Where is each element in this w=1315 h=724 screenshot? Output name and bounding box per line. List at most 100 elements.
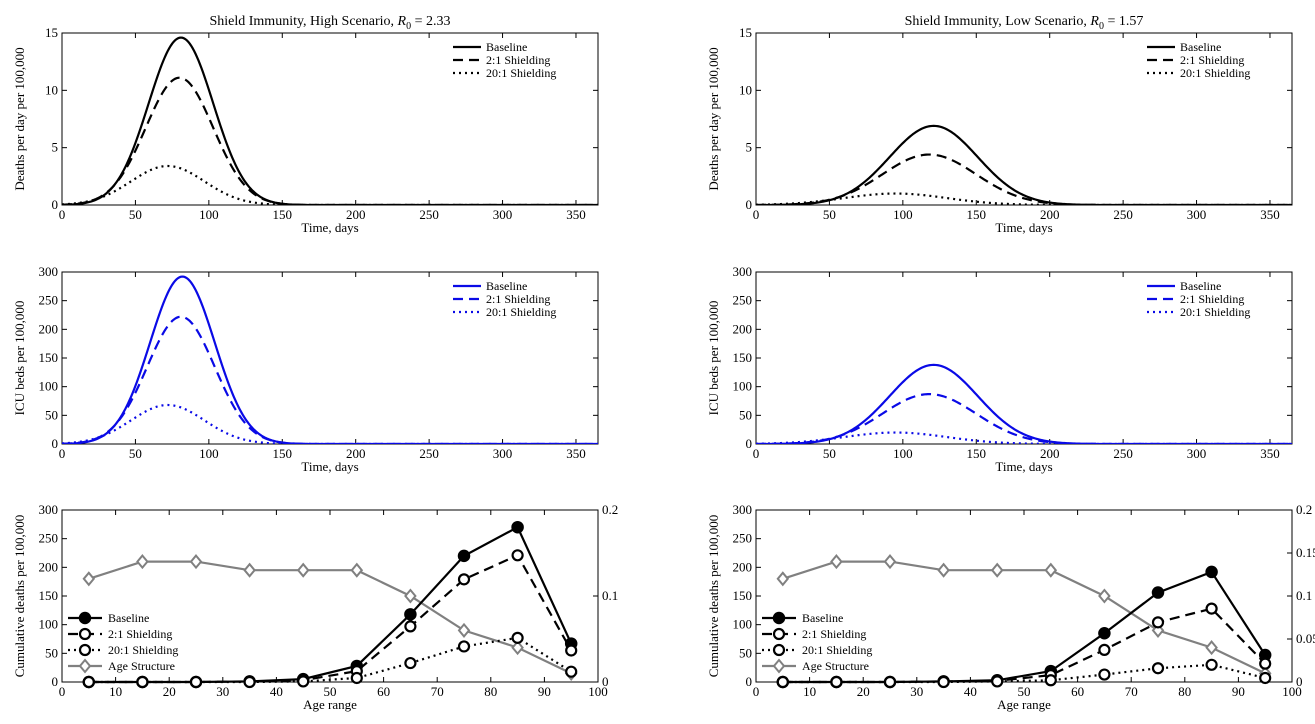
marker-open-circle (511, 631, 524, 644)
y-tick-label: 100 (733, 617, 753, 632)
marker-open-circle (937, 675, 950, 689)
marker-open-circle (243, 675, 256, 689)
y-tick-label: 250 (733, 531, 753, 546)
x-tick-label: 150 (967, 207, 987, 222)
title-text: Shield Immunity, High Scenario, (209, 14, 397, 29)
x-tick-label: 200 (1040, 446, 1060, 461)
y-axis-label: ICU beds per 100,000 (12, 301, 27, 416)
legend-label: 2:1 Shielding (1180, 53, 1244, 67)
legend-label: Baseline (108, 611, 149, 625)
legend-label: 2:1 Shielding (802, 627, 866, 641)
y-tick-label: 200 (39, 321, 59, 336)
high-icu-panel: 0 50 100 150 200 250 300 350 0 50 100 150 200 250 300 T… (12, 264, 599, 474)
series-line-2-1-shielding (756, 393, 1292, 444)
y-tick-label: 300 (733, 264, 753, 279)
marker-diamond (136, 554, 149, 570)
legend-label: Baseline (1180, 279, 1221, 293)
legend-label: 20:1 Shielding (1180, 305, 1250, 319)
marker-open-circle (772, 627, 786, 641)
y-tick-label: 150 (39, 588, 59, 603)
marker-diamond (1098, 588, 1111, 604)
y-tick-label: 100 (733, 379, 753, 394)
y-tick-label: 10 (45, 82, 58, 97)
x-tick-label: 20 (163, 684, 176, 699)
y-tick-label: 0 (52, 436, 59, 451)
y2-tick-label: 0 (602, 674, 609, 689)
y-tick-label: 50 (45, 407, 58, 422)
marker-open-circle (1044, 674, 1057, 687)
x-tick-label: 50 (1018, 684, 1031, 699)
series-line-age-structure (88, 560, 572, 675)
series-line-20-1-shielding (782, 663, 1266, 684)
r0-symbol: R (397, 14, 407, 29)
marker-open-circle (830, 675, 843, 689)
r0-subscript: 0 (406, 21, 411, 32)
marker-open-circle (1151, 662, 1165, 675)
y2-tick-label: 0.1 (602, 588, 618, 603)
marker-diamond (511, 640, 524, 656)
y-tick-label: 200 (733, 321, 753, 336)
r0-value: = 1.57 (1104, 14, 1143, 29)
x-tick-label: 90 (538, 684, 551, 699)
marker-open-circle (511, 549, 524, 562)
marker-diamond (990, 562, 1004, 578)
x-tick-label: 150 (273, 446, 293, 461)
marker-diamond (296, 562, 310, 578)
x-tick-label: 10 (803, 684, 816, 699)
x-tick-label: 40 (270, 684, 283, 699)
panel-title: Shield Immunity, High Scenario, R0 = 2.3… (209, 14, 450, 32)
x-tick-label: 100 (588, 684, 608, 699)
y-tick-label: 150 (733, 350, 753, 365)
x-tick-label: 100 (893, 446, 913, 461)
x-tick-label: 0 (753, 207, 760, 222)
y-tick-label: 5 (746, 140, 753, 155)
marker-filled-circle (511, 520, 524, 534)
legend-label: Age Structure (802, 659, 869, 673)
series-line-2-1-shielding (88, 553, 573, 684)
y-tick-label: 250 (733, 293, 753, 308)
marker-diamond (243, 562, 256, 578)
y-tick-label: 300 (733, 502, 753, 517)
marker-open-circle (565, 644, 578, 657)
y-tick-label: 15 (45, 25, 58, 40)
x-tick-label: 0 (59, 446, 66, 461)
x-tick-label: 200 (346, 446, 366, 461)
x-tick-label: 50 (129, 446, 142, 461)
legend-label: Baseline (486, 40, 527, 54)
x-tick-label: 200 (1040, 207, 1060, 222)
marker-open-circle (136, 675, 149, 689)
y2-tick-label: 0.1 (1296, 588, 1312, 603)
marker-open-circle (297, 675, 310, 688)
y-tick-label: 150 (733, 588, 753, 603)
marker-diamond (78, 658, 92, 674)
marker-diamond (404, 588, 417, 604)
x-tick-label: 100 (199, 207, 219, 222)
marker-open-circle (457, 573, 471, 586)
marker-diamond (830, 554, 843, 570)
marker-filled-circle (772, 611, 786, 625)
x-tick-label: 70 (1125, 684, 1138, 699)
marker-open-circle (457, 640, 471, 653)
y-axis-label: Cumulative deaths per 100,000 (706, 515, 721, 677)
marker-open-circle (350, 671, 363, 685)
x-tick-label: 250 (1113, 446, 1133, 461)
marker-diamond (772, 658, 786, 674)
y-axis-label: Deaths per day per 100,000 (706, 47, 721, 190)
x-tick-label: 300 (493, 207, 513, 222)
y-tick-label: 0 (52, 197, 59, 212)
marker-open-circle (1151, 616, 1165, 629)
low-age-panel: 0 10 20 30 40 50 60 70 80 90 100050100150200250300… (706, 502, 1315, 712)
x-tick-label: 0 (59, 207, 66, 222)
axes-box (755, 32, 1293, 206)
x-tick-label: 350 (1260, 207, 1280, 222)
legend-label: 2:1 Shielding (486, 53, 550, 67)
x-tick-label: 30 (910, 684, 923, 699)
high-deaths-panel: 0 50 100 150 200 250 300 350 0 5 10 15 Time, days Dea… (12, 14, 599, 235)
y-tick-label: 250 (39, 531, 59, 546)
y-tick-label: 15 (739, 25, 752, 40)
x-tick-label: 300 (1187, 207, 1207, 222)
legend-label: 20:1 Shielding (486, 305, 556, 319)
x-tick-label: 250 (419, 446, 439, 461)
x-tick-label: 60 (377, 684, 390, 699)
panel-title: Shield Immunity, Low Scenario, R0 = 1.57 (905, 14, 1144, 32)
